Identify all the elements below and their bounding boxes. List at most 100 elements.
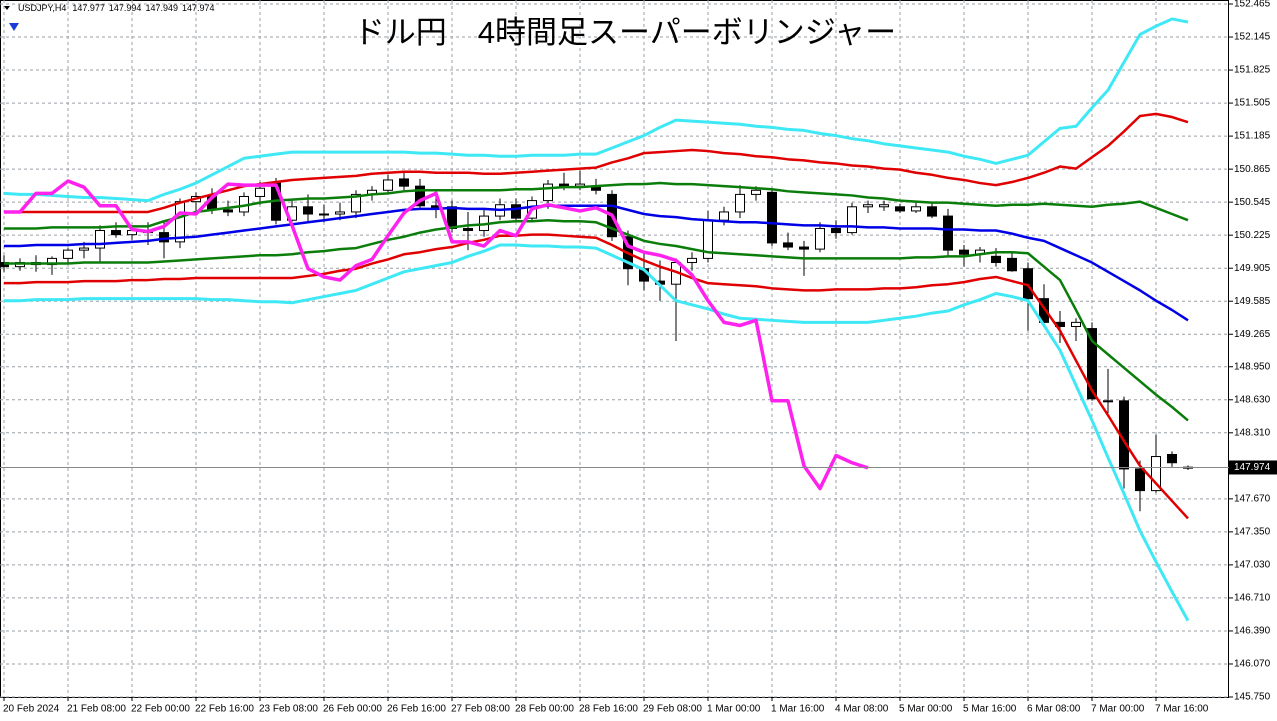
symbol: USDJPY,H4 — [18, 3, 66, 13]
candle-body — [1167, 453, 1177, 464]
candle-body — [879, 204, 889, 208]
candle-body — [383, 179, 393, 191]
y-tick-label: 146.070 — [1234, 659, 1271, 670]
candle-body — [95, 230, 105, 249]
price-label-bg — [1229, 460, 1277, 475]
candle-body — [159, 232, 169, 243]
indicator-line — [4, 218, 1189, 422]
x-tick-label: 21 Feb 08:00 — [67, 704, 126, 715]
candle-body — [1039, 298, 1049, 323]
candle-body — [751, 189, 761, 195]
x-tick-label: 28 Feb 00:00 — [515, 704, 574, 715]
low: 147.949 — [145, 3, 178, 13]
x-tick-label: 28 Feb 16:00 — [579, 704, 638, 715]
x-tick-label: 26 Feb 16:00 — [387, 704, 446, 715]
candle-body — [815, 227, 825, 250]
candle-body — [399, 178, 409, 187]
plot-frame — [0, 0, 1229, 698]
candle-body — [735, 193, 745, 213]
candle-body — [1007, 257, 1017, 272]
candle-body — [415, 185, 425, 207]
y-tick-label: 147.030 — [1234, 560, 1271, 571]
bands — [3, 17, 1190, 622]
y-tick-label: 150.225 — [1234, 230, 1271, 241]
y-tick-label: 151.825 — [1234, 65, 1271, 76]
open: 147.977 — [72, 3, 105, 13]
x-tick-label: 1 Mar 16:00 — [771, 704, 825, 715]
x-tick-label: 22 Feb 16:00 — [195, 704, 254, 715]
candle-body — [335, 211, 345, 215]
price-label: 147.974 — [1234, 462, 1271, 473]
y-tick-label: 150.545 — [1234, 197, 1271, 208]
chart-header: USDJPY,H4 147.977 147.994 147.949 147.974 — [18, 3, 215, 13]
candle-body — [1151, 456, 1161, 492]
candle-body — [255, 187, 265, 197]
y-tick-label: 147.670 — [1234, 493, 1271, 504]
candle-body — [927, 206, 937, 217]
candle-body — [559, 183, 569, 187]
indicator-line — [4, 181, 1189, 230]
menu-arrow — [4, 6, 10, 10]
candle-body — [783, 242, 793, 248]
indicator-line — [4, 204, 1189, 322]
indicator-line — [4, 179, 869, 491]
y-tick-label: 146.390 — [1234, 626, 1271, 637]
candle-body — [959, 249, 969, 255]
y-tick-label: 148.630 — [1234, 394, 1271, 405]
high: 147.994 — [109, 3, 142, 13]
y-tick-label: 146.710 — [1234, 593, 1271, 604]
x-tick-label: 6 Mar 08:00 — [1027, 704, 1081, 715]
x-tick-label: 7 Mar 16:00 — [1155, 704, 1209, 715]
y-tick-label: 151.505 — [1234, 98, 1271, 109]
candle-body — [799, 246, 809, 250]
x-tick-label: 7 Mar 00:00 — [1091, 704, 1145, 715]
candle-body — [319, 213, 329, 216]
candle-body — [511, 204, 521, 219]
y-tick-label: 147.350 — [1234, 527, 1271, 538]
candle-body — [1087, 328, 1097, 400]
candle-body — [1103, 400, 1113, 403]
y-tick-label: 152.145 — [1234, 32, 1271, 43]
x-tick-label: 26 Feb 00:00 — [323, 704, 382, 715]
x-tick-label: 23 Feb 08:00 — [259, 704, 318, 715]
candle-body — [303, 206, 313, 215]
candle-body — [1135, 468, 1145, 492]
candle-body — [831, 227, 841, 234]
y-tick-label: 151.185 — [1234, 131, 1271, 142]
x-tick-label: 1 Mar 00:00 — [707, 704, 761, 715]
chart-title: ドル円 4時間足スーパーボリンジャー — [354, 15, 896, 50]
candle-body — [63, 249, 73, 259]
candle-body — [991, 255, 1001, 264]
candle-body — [447, 206, 457, 229]
indicator-line — [4, 112, 1189, 214]
candle-body — [895, 206, 905, 212]
x-tick-label: 27 Feb 08:00 — [451, 704, 510, 715]
y-tick-label: 149.585 — [1234, 296, 1271, 307]
y-tick-label: 148.310 — [1234, 427, 1271, 438]
candle-body — [351, 193, 361, 213]
candle-body — [79, 247, 89, 251]
candle-body — [911, 206, 921, 212]
candle-body — [175, 201, 185, 243]
candle-body — [767, 191, 777, 244]
y-tick-label: 148.950 — [1234, 361, 1271, 372]
candle-body — [223, 209, 233, 213]
y-tick-label: 149.265 — [1234, 329, 1271, 340]
x-tick-label: 5 Mar 00:00 — [899, 704, 953, 715]
candle-body — [463, 227, 473, 232]
x-tick-label: 4 Mar 08:00 — [835, 704, 889, 715]
trade-marker — [9, 23, 19, 31]
candle-body — [1071, 321, 1081, 328]
candle-body — [111, 230, 121, 236]
indicator-line — [3, 17, 1189, 203]
candle-body — [687, 257, 697, 264]
indicator-line — [4, 243, 1190, 622]
candle-body — [863, 204, 873, 208]
candle-body — [543, 183, 553, 202]
candle-body — [943, 215, 953, 251]
x-tick-label: 29 Feb 08:00 — [643, 704, 702, 715]
x-tick-label: 5 Mar 16:00 — [963, 704, 1017, 715]
x-tick-label: 20 Feb 2024 — [3, 704, 60, 715]
